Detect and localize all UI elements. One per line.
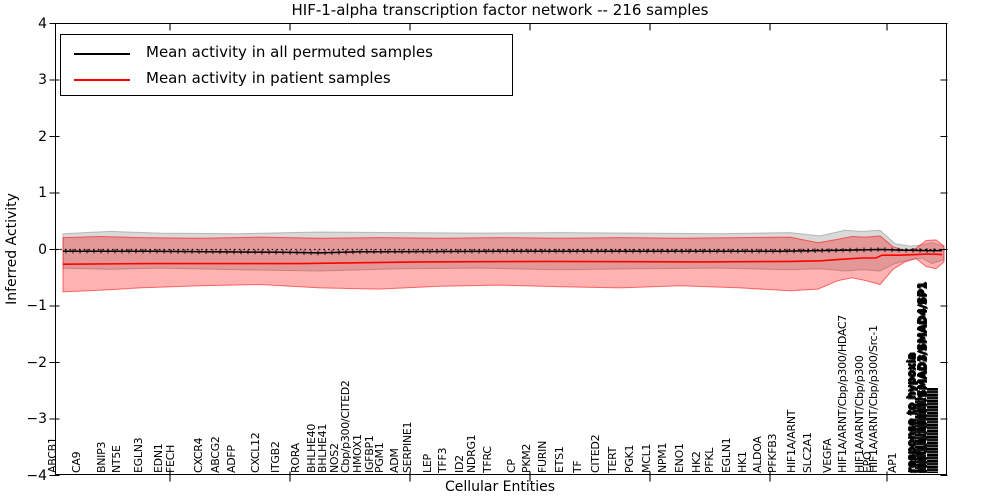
x-tick-label: SERPINE1 bbox=[400, 421, 414, 473]
x-axis-label: Cellular Entities bbox=[444, 479, 556, 495]
x-tick-label: RORA bbox=[288, 443, 302, 473]
x-tick-label: ADM bbox=[387, 448, 401, 473]
x-tick-label: PGK1 bbox=[622, 444, 636, 473]
x-tick-label: Cbp/p300/CITED2 bbox=[338, 380, 352, 473]
y-tick-label: 0 bbox=[38, 241, 47, 258]
x-tick-label: CA9 bbox=[69, 451, 83, 473]
x-tick-label: CXCL12 bbox=[248, 432, 262, 473]
x-tick-label: ITGB2 bbox=[268, 441, 282, 473]
legend-entry-patient: Mean activity in patient samples bbox=[61, 67, 512, 93]
x-tick-label: EGLN3 bbox=[131, 437, 145, 473]
legend: Mean activity in all permuted samples Me… bbox=[60, 34, 513, 96]
legend-line-black-icon bbox=[74, 53, 130, 55]
x-tick-label: HIF1A/ARNT/Cbp/p300/Src-1 bbox=[866, 325, 880, 473]
x-tick-label: PKM2 bbox=[519, 443, 533, 473]
x-tick-label: HIF1A/ARNT bbox=[784, 409, 798, 473]
x-tick-label: AP1 bbox=[885, 452, 899, 473]
x-tick-label: ENO1 bbox=[672, 443, 686, 473]
x-tick-label: NDRG1 bbox=[464, 434, 478, 473]
x-tick-label: ADFP bbox=[224, 445, 238, 473]
x-tick-label: NOS2 bbox=[327, 443, 341, 473]
x-tick-label: HMOX1 bbox=[350, 434, 364, 473]
x-tick-label: TFRC bbox=[480, 446, 494, 473]
x-tick-label: EDN1 bbox=[151, 443, 165, 473]
x-tick-label: ALDOA bbox=[750, 436, 764, 473]
legend-line-red-icon bbox=[74, 79, 130, 81]
x-tick-label: SLC2A1 bbox=[800, 432, 814, 473]
x-tick-label: ID2 bbox=[452, 455, 466, 473]
x-tick-label: TF bbox=[570, 460, 584, 473]
x-tick-label: NT5E bbox=[109, 445, 123, 473]
overlapping-labels-blob bbox=[927, 388, 938, 473]
y-tick-label: −2 bbox=[26, 354, 47, 371]
y-tick-label: −4 bbox=[26, 467, 47, 484]
x-tick-label: ABCB1 bbox=[45, 437, 59, 473]
x-tick-label: VEGFA bbox=[820, 438, 834, 473]
x-tick-label: PFKL bbox=[702, 447, 716, 473]
x-tick-label: FURIN bbox=[535, 441, 549, 473]
x-tick-label: BNIP3 bbox=[94, 441, 108, 473]
y-tick-label: 4 bbox=[38, 15, 47, 32]
x-tick-label: LEP bbox=[420, 454, 434, 473]
x-tick-label: BHLHE41 bbox=[315, 423, 329, 473]
x-tick-label: CP bbox=[504, 459, 518, 473]
x-tick-label: HK1 bbox=[735, 451, 749, 473]
x-tick-label: NPM1 bbox=[655, 442, 669, 473]
legend-label: Mean activity in all permuted samples bbox=[146, 43, 433, 61]
x-tick-label: CXCR4 bbox=[191, 437, 205, 473]
x-tick-label: PGM1 bbox=[372, 442, 386, 473]
overlapping-labels-blob bbox=[915, 398, 926, 473]
x-tick-label: EGLN1 bbox=[719, 437, 733, 473]
chart-title: HIF-1-alpha transcription factor network… bbox=[291, 1, 709, 19]
y-tick-label: 3 bbox=[38, 72, 47, 88]
x-tick-label: FECH bbox=[163, 444, 177, 473]
y-tick-label: 1 bbox=[38, 185, 47, 201]
x-tick-label: CITED2 bbox=[588, 434, 602, 473]
y-axis-label: Inferred Activity bbox=[4, 193, 20, 305]
x-tick-label: TFF3 bbox=[435, 447, 449, 473]
x-tick-label: TERT bbox=[605, 446, 619, 473]
x-tick-label: BHLHE40 bbox=[304, 423, 318, 473]
y-tick-label: 2 bbox=[38, 128, 47, 145]
x-tick-label: ABCG2 bbox=[208, 436, 222, 473]
y-tick-label: −1 bbox=[26, 298, 47, 314]
y-tick-label: −3 bbox=[26, 411, 47, 427]
x-tick-label: PFKFB3 bbox=[765, 433, 779, 473]
x-tick-label: HK2 bbox=[689, 451, 703, 473]
x-tick-label: ETS1 bbox=[552, 446, 566, 473]
legend-label: Mean activity in patient samples bbox=[146, 69, 391, 87]
x-tick-label: HIF1A/ARNT/Cbp/p300/HDAC7 bbox=[835, 315, 849, 473]
x-tick-label: MCL1 bbox=[639, 443, 653, 473]
legend-entry-permuted: Mean activity in all permuted samples bbox=[61, 41, 512, 67]
